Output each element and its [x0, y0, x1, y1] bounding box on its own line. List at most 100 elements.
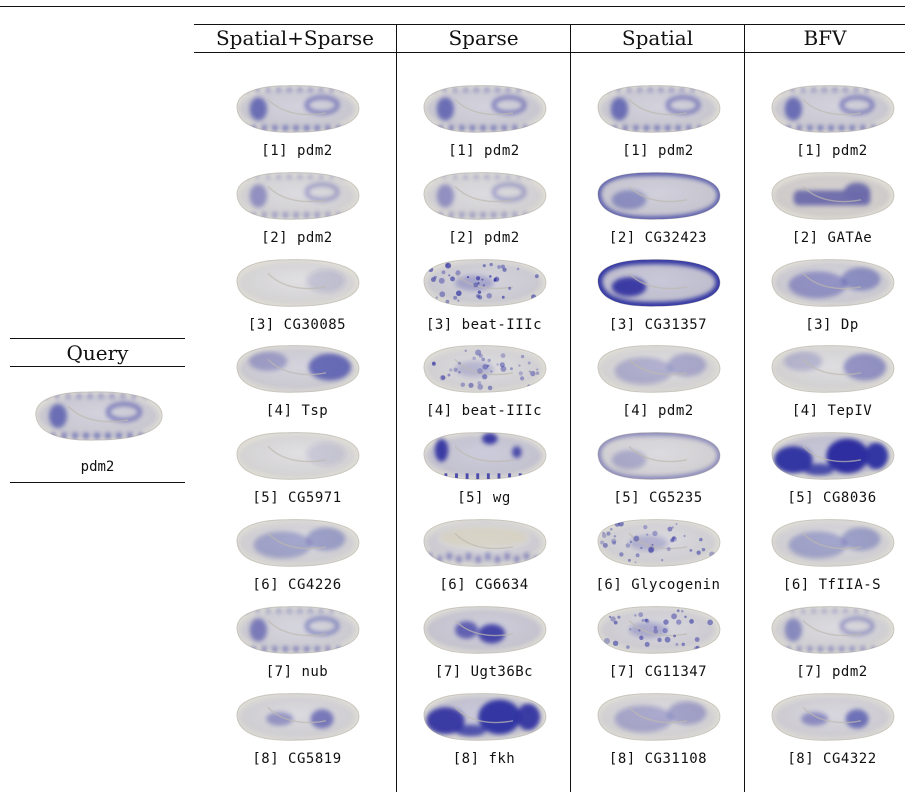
- embryo-image: [423, 432, 547, 480]
- result-cell: [8] CG4322: [745, 688, 905, 778]
- result-label: [5] CG5235: [613, 490, 703, 506]
- result-cell: [5] wg: [397, 427, 571, 517]
- result-cell: [6] TfIIA-S: [745, 514, 905, 604]
- result-label: [5] wg: [457, 490, 511, 506]
- embryo-image: [597, 85, 721, 133]
- result-cell: [2] pdm2: [210, 167, 384, 257]
- result-label: [7] Ugt36Bc: [434, 664, 534, 680]
- embryo-image: [423, 172, 547, 220]
- embryo-image: [236, 259, 360, 307]
- result-cell: [4] TepIV: [745, 340, 905, 430]
- column-divider: [744, 24, 745, 792]
- result-cell: [1] pdm2: [745, 80, 905, 170]
- result-label: [6] Glycogenin: [595, 577, 721, 593]
- embryo-image: [597, 693, 721, 741]
- result-cell: [5] CG5235: [571, 427, 745, 517]
- query-bottom-rule: [10, 482, 185, 483]
- result-label: [8] CG5819: [252, 751, 342, 767]
- embryo-image: [236, 345, 360, 393]
- result-cell: [4] beat-IIIc: [397, 340, 571, 430]
- embryo-image: [771, 345, 895, 393]
- query-gene-label: pdm2: [80, 459, 115, 475]
- result-label: [3] Dp: [805, 317, 859, 333]
- result-cell: [4] pdm2: [571, 340, 745, 430]
- result-cell: [6] CG4226: [210, 514, 384, 604]
- embryo-image: [236, 606, 360, 654]
- column-divider: [396, 24, 397, 792]
- embryo-image: [597, 172, 721, 220]
- query-title: Query: [66, 341, 129, 365]
- column-header-spatial-sparse: Spatial+Sparse: [215, 26, 375, 50]
- result-cell: [3] beat-IIIc: [397, 254, 571, 344]
- embryo-image: [236, 519, 360, 567]
- column-header-spatial: Spatial: [621, 26, 694, 50]
- result-label: [5] CG5971: [252, 490, 342, 506]
- query-embryo-image: [35, 391, 163, 441]
- column-header-sparse: Sparse: [448, 26, 519, 50]
- result-label: [3] beat-IIIc: [425, 317, 543, 333]
- result-label: [2] pdm2: [448, 230, 520, 246]
- result-cell: [2] CG32423: [571, 167, 745, 257]
- result-label: [8] CG31108: [608, 751, 708, 767]
- result-label: [4] beat-IIIc: [425, 403, 543, 419]
- result-cell: [8] fkh: [397, 688, 571, 778]
- embryo-image: [597, 606, 721, 654]
- table-top-rule: [0, 6, 905, 7]
- column-header-bfv: BFV: [803, 26, 847, 50]
- result-label: [7] pdm2: [796, 664, 868, 680]
- result-cell: [4] Tsp: [210, 340, 384, 430]
- embryo-image: [236, 85, 360, 133]
- result-cell: [7] Ugt36Bc: [397, 601, 571, 691]
- embryo-image: [771, 606, 895, 654]
- header-bottom-rule: [194, 52, 905, 53]
- query-top-rule: [10, 338, 185, 339]
- result-cell: [2] GATAe: [745, 167, 905, 257]
- result-label: [1] pdm2: [448, 143, 520, 159]
- result-label: [8] fkh: [452, 751, 516, 767]
- embryo-image: [597, 519, 721, 567]
- result-cell: [2] pdm2: [397, 167, 571, 257]
- result-cell: [6] Glycogenin: [571, 514, 745, 604]
- embryo-image: [771, 432, 895, 480]
- result-label: [3] CG31357: [608, 317, 708, 333]
- result-label: [6] CG6634: [439, 577, 529, 593]
- result-label: [3] CG30085: [247, 317, 347, 333]
- result-cell: [8] CG31108: [571, 688, 745, 778]
- embryo-image: [771, 519, 895, 567]
- query-mid-rule: [10, 366, 185, 367]
- result-label: [7] nub: [265, 664, 329, 680]
- result-cell: [3] CG30085: [210, 254, 384, 344]
- embryo-image: [423, 519, 547, 567]
- result-label: [1] pdm2: [796, 143, 868, 159]
- result-cell: [7] pdm2: [745, 601, 905, 691]
- result-cell: [7] CG11347: [571, 601, 745, 691]
- result-cell: [8] CG5819: [210, 688, 384, 778]
- embryo-image: [771, 172, 895, 220]
- result-cell: [1] pdm2: [397, 80, 571, 170]
- result-cell: [1] pdm2: [571, 80, 745, 170]
- embryo-image: [236, 432, 360, 480]
- embryo-image: [423, 606, 547, 654]
- embryo-image: [771, 693, 895, 741]
- result-cell: [7] nub: [210, 601, 384, 691]
- result-label: [8] CG4322: [787, 751, 877, 767]
- embryo-image: [423, 345, 547, 393]
- header-top-rule: [194, 24, 905, 25]
- result-cell: [5] CG5971: [210, 427, 384, 517]
- result-label: [6] TfIIA-S: [782, 577, 882, 593]
- result-label: [1] pdm2: [261, 143, 333, 159]
- result-cell: [3] Dp: [745, 254, 905, 344]
- embryo-image: [423, 85, 547, 133]
- result-label: [2] GATAe: [791, 230, 873, 246]
- embryo-image: [597, 259, 721, 307]
- result-label: [4] pdm2: [622, 403, 694, 419]
- result-cell: [5] CG8036: [745, 427, 905, 517]
- column-divider: [570, 24, 571, 792]
- embryo-image: [597, 432, 721, 480]
- result-label: [2] CG32423: [608, 230, 708, 246]
- embryo-image: [423, 259, 547, 307]
- result-label: [6] CG4226: [252, 577, 342, 593]
- embryo-image: [771, 85, 895, 133]
- embryo-image: [771, 259, 895, 307]
- result-label: [2] pdm2: [261, 230, 333, 246]
